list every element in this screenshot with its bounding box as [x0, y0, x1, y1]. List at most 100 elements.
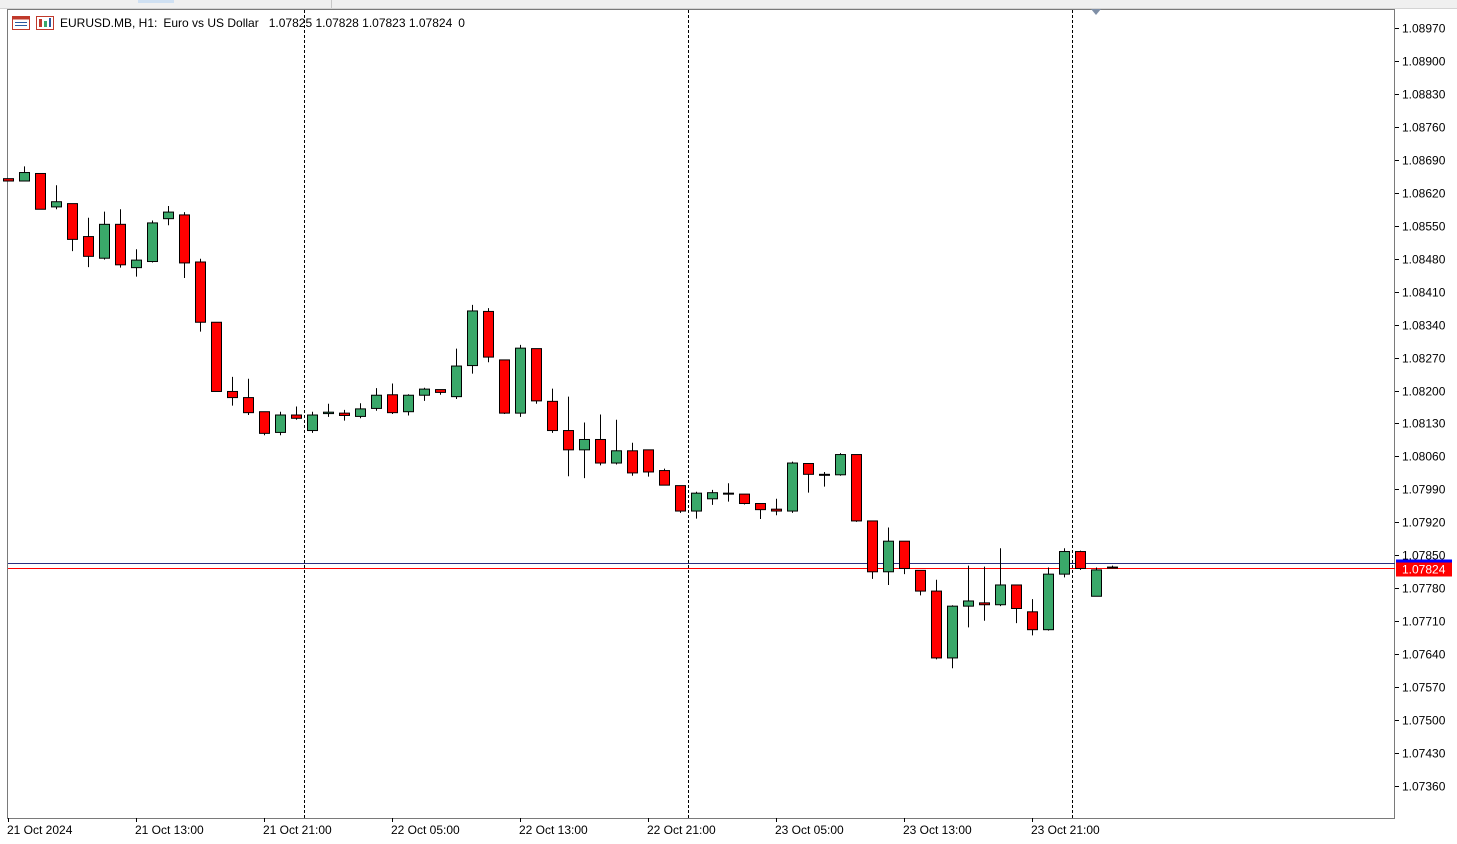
candle [1043, 567, 1054, 631]
bear-candle-body [195, 261, 206, 323]
bull-candle-body [451, 365, 462, 398]
bear-candle-body [179, 214, 190, 264]
bear-candle-body [1027, 611, 1038, 631]
bull-candle-body [819, 473, 830, 476]
bull-candle-body [307, 414, 318, 432]
price-tick-label: 1.07570 [1402, 681, 1446, 695]
candle [179, 212, 190, 278]
candles [3, 166, 1118, 669]
candle [3, 178, 14, 182]
price-lines [8, 563, 1395, 569]
bull-candle-body [579, 438, 590, 451]
bear-candle-body [867, 520, 878, 573]
candle [883, 527, 894, 585]
bear-candle-body [67, 203, 78, 240]
bull-candle-body [883, 540, 894, 573]
candle [99, 211, 110, 260]
candle [67, 203, 78, 252]
bull-candle-body [947, 605, 958, 659]
bear-candle-body [659, 470, 670, 486]
candle [1059, 548, 1070, 578]
bull-candle-body [963, 600, 974, 607]
candle [723, 483, 734, 502]
candle [627, 442, 638, 476]
price-tick-label: 1.08060 [1402, 450, 1446, 464]
candle [259, 411, 270, 436]
time-axis: 21 Oct 2024 21 Oct 13:00 21 Oct 21:00 22 Oc… [7, 818, 1100, 837]
bear-candle-body [435, 389, 446, 393]
candle [515, 344, 526, 417]
time-tick-label: 21 Oct 13:00 [135, 823, 204, 837]
candle [323, 403, 334, 417]
price-tick-label: 1.08690 [1402, 154, 1446, 168]
bull-candle-body [611, 450, 622, 464]
price-tick-label: 1.08270 [1402, 352, 1446, 366]
bear-candle-body [339, 412, 350, 416]
bull-candle-body [787, 462, 798, 512]
candle [19, 166, 30, 182]
tab-separator [331, 0, 332, 8]
bear-candle-body [115, 223, 126, 266]
candle [851, 454, 862, 522]
price-axis: 1.08970 1.08900 1.08830 1.08760 1.08690 1.086… [1395, 22, 1452, 794]
candle [403, 394, 414, 416]
bull-candle-body [403, 394, 414, 413]
price-tick-label: 1.07640 [1402, 648, 1446, 662]
candle [371, 388, 382, 411]
price-tick-label: 1.07360 [1402, 780, 1446, 794]
price-tick-label: 1.07780 [1402, 582, 1446, 596]
candle [1027, 599, 1038, 636]
chart-window[interactable] [7, 9, 1395, 819]
candle [595, 414, 606, 466]
time-tick-label: 23 Oct 05:00 [775, 823, 844, 837]
candle [819, 471, 830, 487]
price-tick-label: 1.08550 [1402, 220, 1446, 234]
candle [499, 359, 510, 415]
candle [243, 378, 254, 416]
candle [611, 419, 622, 465]
current-price-tag [1396, 562, 1452, 577]
bear-candle-body [243, 397, 254, 414]
price-tick-label: 1.08130 [1402, 417, 1446, 431]
bear-candle-body [1075, 551, 1086, 569]
bear-candle-body [595, 438, 606, 464]
candle [211, 321, 222, 392]
price-tick-label: 1.07920 [1402, 516, 1446, 530]
bull-candle-body [323, 411, 334, 415]
candle [307, 411, 318, 433]
bear-candle-body [259, 411, 270, 434]
bull-candle-body [1043, 573, 1054, 631]
bull-candle-body [355, 408, 366, 417]
bull-candle-body [419, 388, 430, 396]
candle [1011, 584, 1022, 624]
candle [739, 493, 750, 505]
bear-candle-body [563, 430, 574, 451]
candle [355, 403, 366, 419]
shift-marker-icon[interactable] [1091, 9, 1101, 15]
candle [691, 491, 702, 519]
bear-candle-body [915, 569, 926, 592]
price-tick-label: 1.07500 [1402, 714, 1446, 728]
candle [531, 348, 542, 404]
chart-type-icon[interactable] [36, 16, 54, 30]
candle [547, 388, 558, 433]
bear-candle-body [851, 454, 862, 522]
candle [643, 449, 654, 477]
bull-candle-body [1091, 569, 1102, 597]
candle [899, 540, 910, 575]
time-tick-label: 22 Oct 05:00 [391, 823, 460, 837]
price-tick-label: 1.08340 [1402, 319, 1446, 333]
active-tab-indicator[interactable] [138, 0, 174, 3]
bull-candle-body [163, 211, 174, 220]
chart-menu-icon[interactable] [12, 16, 30, 30]
bear-candle-body [83, 236, 94, 257]
candle [979, 566, 990, 621]
bull-candle-body [131, 259, 142, 269]
bull-candle-body [19, 172, 30, 182]
candle [275, 411, 286, 436]
price-tick-label: 1.08410 [1402, 286, 1446, 300]
candle [163, 205, 174, 226]
candle [195, 258, 206, 332]
bull-candle-body [835, 454, 846, 476]
